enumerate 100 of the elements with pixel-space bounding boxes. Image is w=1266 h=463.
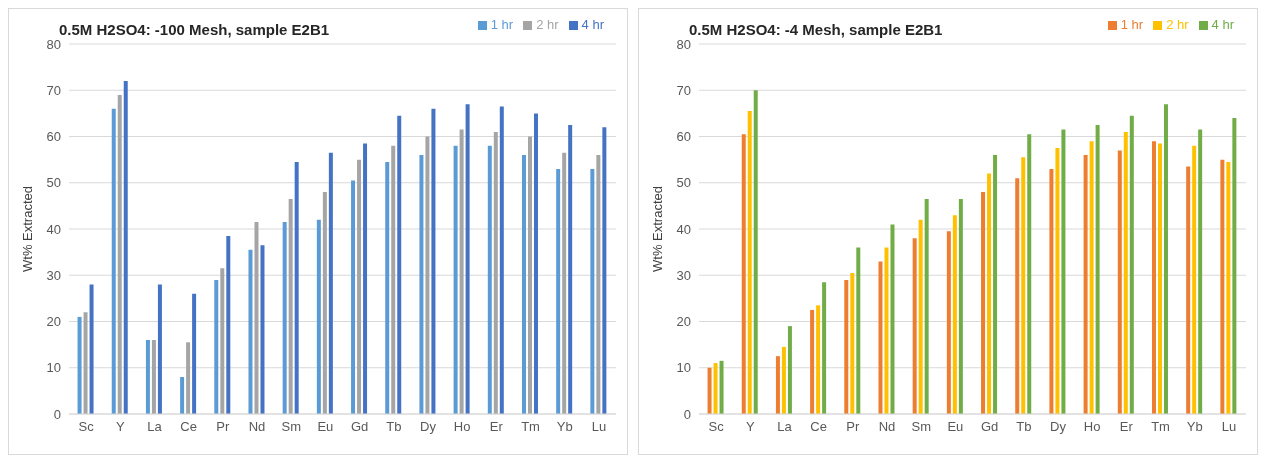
bar [713,363,718,414]
bar [707,367,712,414]
bar [958,198,963,414]
legend-label: 2 hr [1166,17,1189,32]
bar [157,284,162,414]
bar [952,215,957,414]
bar [1151,141,1156,414]
chart-title: 0.5M H2SO4: -4 Mesh, sample E2B1 [689,21,943,38]
bar [1157,143,1162,414]
bar [562,152,567,414]
bar [918,219,923,414]
y-tick-label: 10 [676,360,691,376]
bar [1117,150,1122,414]
x-tick-label: Er [489,419,504,435]
bar [590,168,595,414]
bar [391,145,396,414]
bar [1226,161,1231,414]
bar [493,131,498,414]
bar [775,356,780,414]
bar [719,360,724,414]
bar [850,272,855,414]
bar [822,282,827,414]
bar [77,316,82,414]
chart-title: 0.5M H2SO4: -100 Mesh, sample E2B1 [59,21,330,38]
bar [1186,166,1191,414]
bar [1089,141,1094,414]
bar [521,155,526,414]
x-tick-label: Gd [350,419,369,435]
bar [787,326,792,414]
bar [419,155,424,414]
y-axis-title: Wt% Extracted [19,186,35,272]
y-tick-label: 20 [46,314,61,330]
x-tick-label: Yb [556,419,573,435]
y-tick-label: 30 [46,267,61,283]
bar [226,235,231,414]
bar [111,108,116,414]
bar [465,104,470,414]
x-tick-label: La [147,419,163,435]
bar [568,124,573,414]
bar [322,192,327,414]
bar [328,152,333,414]
bar [884,247,889,414]
x-tick-label: Ce [810,419,827,435]
x-tick-label: Tm [1151,419,1170,435]
bar [753,90,758,414]
bar [220,268,225,414]
bar [878,261,883,414]
bar [781,346,786,414]
bar [1198,129,1203,414]
x-tick-label: Eu [317,419,334,435]
x-tick-label: Tb [1016,419,1032,435]
bar [1061,129,1066,414]
legend-label: 1 hr [1120,17,1144,32]
y-tick-label: 10 [46,360,61,376]
bar [117,94,122,414]
bar [1015,178,1020,414]
x-tick-label: Sm [911,419,931,435]
x-tick-label: Sc [708,419,725,435]
bar [425,136,430,414]
bar [993,155,998,414]
x-tick-label: Lu [591,419,607,435]
bar [1027,134,1032,414]
bar [1021,157,1026,414]
bar [214,279,219,414]
y-tick-label: 50 [676,175,691,191]
bar [602,127,607,414]
bar [1163,104,1168,414]
y-tick-label: 30 [676,267,691,283]
bar [1049,168,1054,414]
bar [351,180,356,414]
bar [397,115,402,414]
bar [1232,118,1237,414]
y-tick-label: 0 [683,406,691,422]
bar [357,159,362,414]
x-tick-label: Lu [1221,419,1237,435]
x-tick-label: Ho [453,419,471,435]
x-tick-label: Sm [281,419,301,435]
bar [816,305,821,414]
x-tick-label: Tb [386,419,402,435]
bar [499,106,504,414]
bar [123,81,128,414]
y-tick-label: 40 [676,221,691,237]
y-tick-label: 40 [46,221,61,237]
bar [192,293,197,414]
bar [431,108,436,414]
bar [596,155,601,414]
x-tick-label: Pr [216,419,231,435]
y-tick-label: 80 [46,36,61,52]
bar [924,198,929,414]
x-tick-label: Yb [1186,419,1203,435]
bar [912,238,917,414]
bar [987,173,992,414]
x-tick-label: Pr [846,419,861,435]
y-tick-label: 70 [676,82,691,98]
bar [856,247,861,414]
bar [741,134,746,414]
bar [946,231,951,414]
bar [294,161,299,414]
x-tick-label: Ce [180,419,197,435]
bar [1220,159,1225,414]
